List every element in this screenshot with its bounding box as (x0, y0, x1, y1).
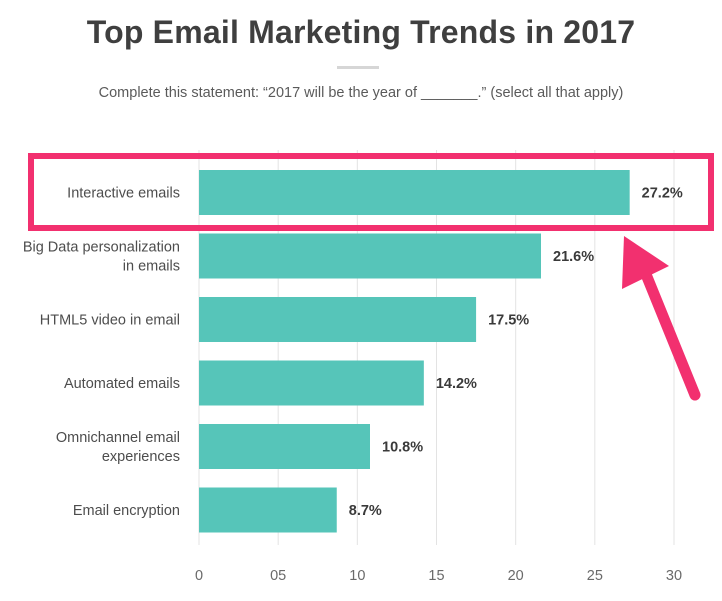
bar (199, 170, 630, 215)
bar (199, 297, 477, 342)
x-tick-label: 25 (587, 568, 603, 584)
x-tick-label: 30 (666, 568, 682, 584)
highlight-box (28, 153, 714, 231)
category-label-line: Omnichannel email (56, 430, 180, 446)
category-label: Big Data personalization in emails (23, 240, 180, 275)
x-tick-label: 05 (270, 568, 286, 584)
category-label: Automated emails (64, 376, 180, 392)
category-label-line: Email encryption (73, 503, 180, 519)
chart-title: Top Email Marketing Trends in 2017 (86, 14, 636, 50)
category-label-line: in emails (123, 259, 180, 275)
title-divider (337, 66, 379, 69)
category-label: Email encryption (73, 503, 180, 519)
category-label-line: experiences (102, 449, 180, 465)
bar (199, 233, 541, 279)
category-label-line: HTML5 video in email (40, 313, 180, 329)
arrow-shaft (635, 256, 701, 401)
category-label-line: Big Data personalization (23, 240, 180, 256)
category-label: Omnichannel email experiences (56, 430, 180, 465)
value-label: 17.5% (488, 313, 529, 329)
x-tick-label: 15 (428, 568, 444, 584)
category-label-line: Interactive emails (67, 186, 180, 202)
value-label: 8.7% (349, 503, 382, 519)
value-label: 14.2% (436, 376, 477, 392)
category-label: HTML5 video in email (40, 313, 180, 329)
bar (199, 424, 370, 469)
value-label: 27.2% (642, 186, 683, 202)
x-tick-label: 10 (349, 568, 365, 584)
value-label: 21.6% (553, 249, 594, 265)
bar (199, 360, 424, 406)
value-label: 10.8% (382, 440, 423, 456)
x-tick-label: 0 (195, 568, 203, 584)
category-label: Interactive emails (67, 186, 180, 202)
x-tick-label: 20 (508, 568, 524, 584)
chart-subtitle: Complete this statement: “2017 will be t… (98, 85, 624, 101)
arrow-head (622, 236, 669, 289)
bar (199, 487, 337, 533)
category-label-line: Automated emails (64, 376, 180, 392)
